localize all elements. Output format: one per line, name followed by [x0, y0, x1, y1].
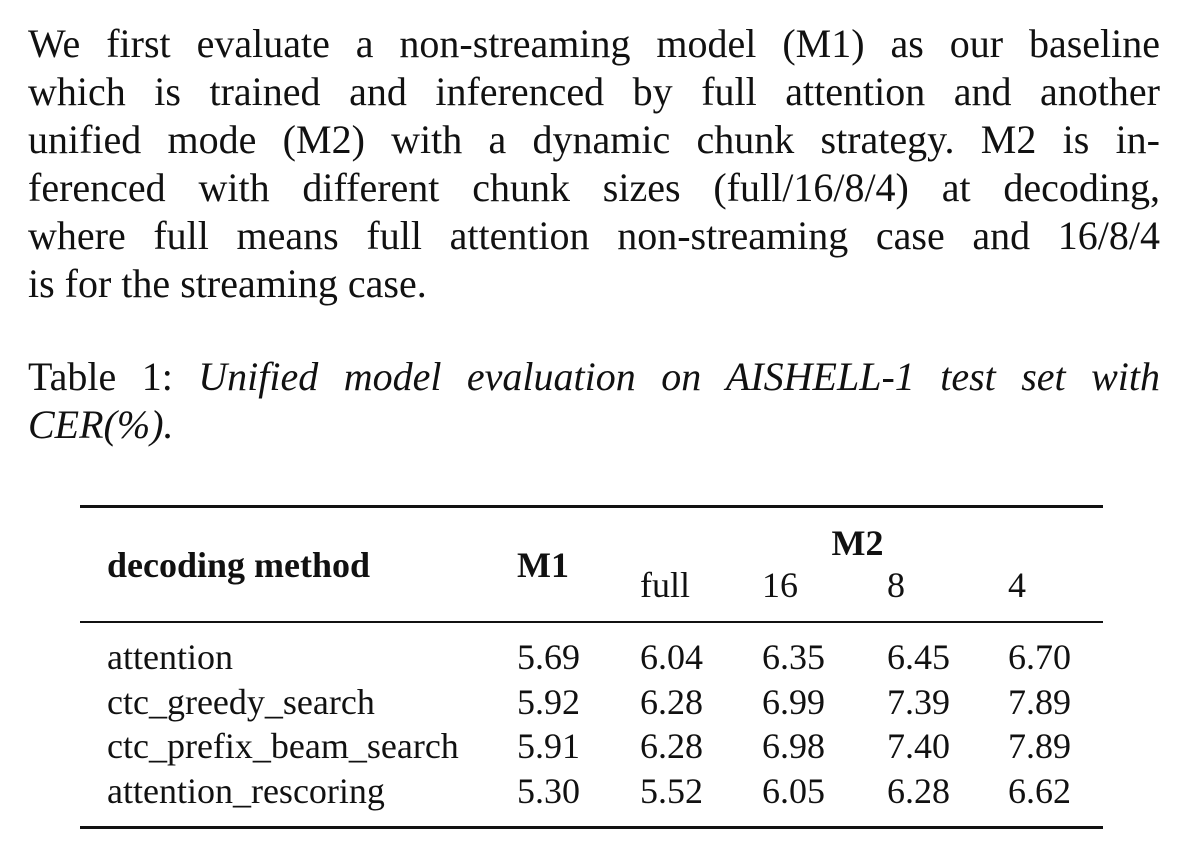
caption-line: Table 1: Unified model evaluation on AIS…	[28, 353, 1160, 401]
paragraph-line: which is trained and inferenced by full …	[28, 69, 1160, 114]
header-cell: M1	[517, 545, 569, 585]
value-cell: 6.62	[1008, 771, 1071, 812]
value-cell: 5.30	[517, 771, 580, 812]
value-cell: 7.89	[1008, 681, 1071, 722]
row-label: ctc_greedy_search	[107, 681, 375, 722]
header-cell: decoding method	[107, 545, 371, 585]
value-cell: 5.69	[517, 637, 580, 677]
value-cell: 6.99	[762, 681, 825, 722]
value-cell: 6.28	[640, 681, 703, 722]
value-cell: 5.92	[517, 681, 580, 722]
paragraph-line: where full means full attention non-stre…	[28, 213, 1160, 258]
value-cell: 7.40	[887, 726, 950, 767]
subheader-cell: 8	[887, 565, 905, 605]
value-cell: 7.39	[887, 681, 950, 722]
row-label: ctc_prefix_beam_search	[107, 726, 459, 767]
paragraph-line: We first evaluate a non-streaming model …	[28, 21, 1160, 66]
value-cell: 6.04	[640, 637, 703, 677]
bottom-rule	[80, 826, 1103, 829]
caption-line: CER(%).	[28, 401, 1160, 449]
value-cell: 6.28	[887, 771, 950, 812]
value-cell: 5.91	[517, 726, 580, 767]
subheader-cell: 4	[1008, 565, 1026, 605]
value-cell: 6.35	[762, 637, 825, 677]
top-rule	[80, 505, 1103, 508]
mid-rule	[80, 621, 1103, 623]
caption-text: Unified model evaluation on AISHELL-1 te…	[198, 354, 1161, 399]
value-cell: 6.98	[762, 726, 825, 767]
value-cell: 6.28	[640, 726, 703, 767]
paragraph-line: unified mode (M2) with a dynamic chunk s…	[28, 117, 1160, 162]
caption-text: CER(%).	[28, 402, 174, 447]
subheader-cell: 16	[762, 565, 798, 605]
value-cell: 5.52	[640, 771, 703, 812]
value-cell: 6.70	[1008, 637, 1071, 677]
value-cell: 6.45	[887, 637, 950, 677]
caption-label: Table 1:	[28, 354, 173, 399]
row-label: attention_rescoring	[107, 771, 385, 812]
paragraph-line: is for the streaming case.	[28, 261, 427, 306]
subheader-cell: full	[640, 565, 690, 605]
value-cell: 6.05	[762, 771, 825, 812]
header-cell: M2	[831, 523, 884, 563]
paragraph-line: ferenced with different chunk sizes (ful…	[28, 165, 1160, 210]
row-label: attention	[107, 637, 233, 677]
value-cell: 7.89	[1008, 726, 1071, 767]
